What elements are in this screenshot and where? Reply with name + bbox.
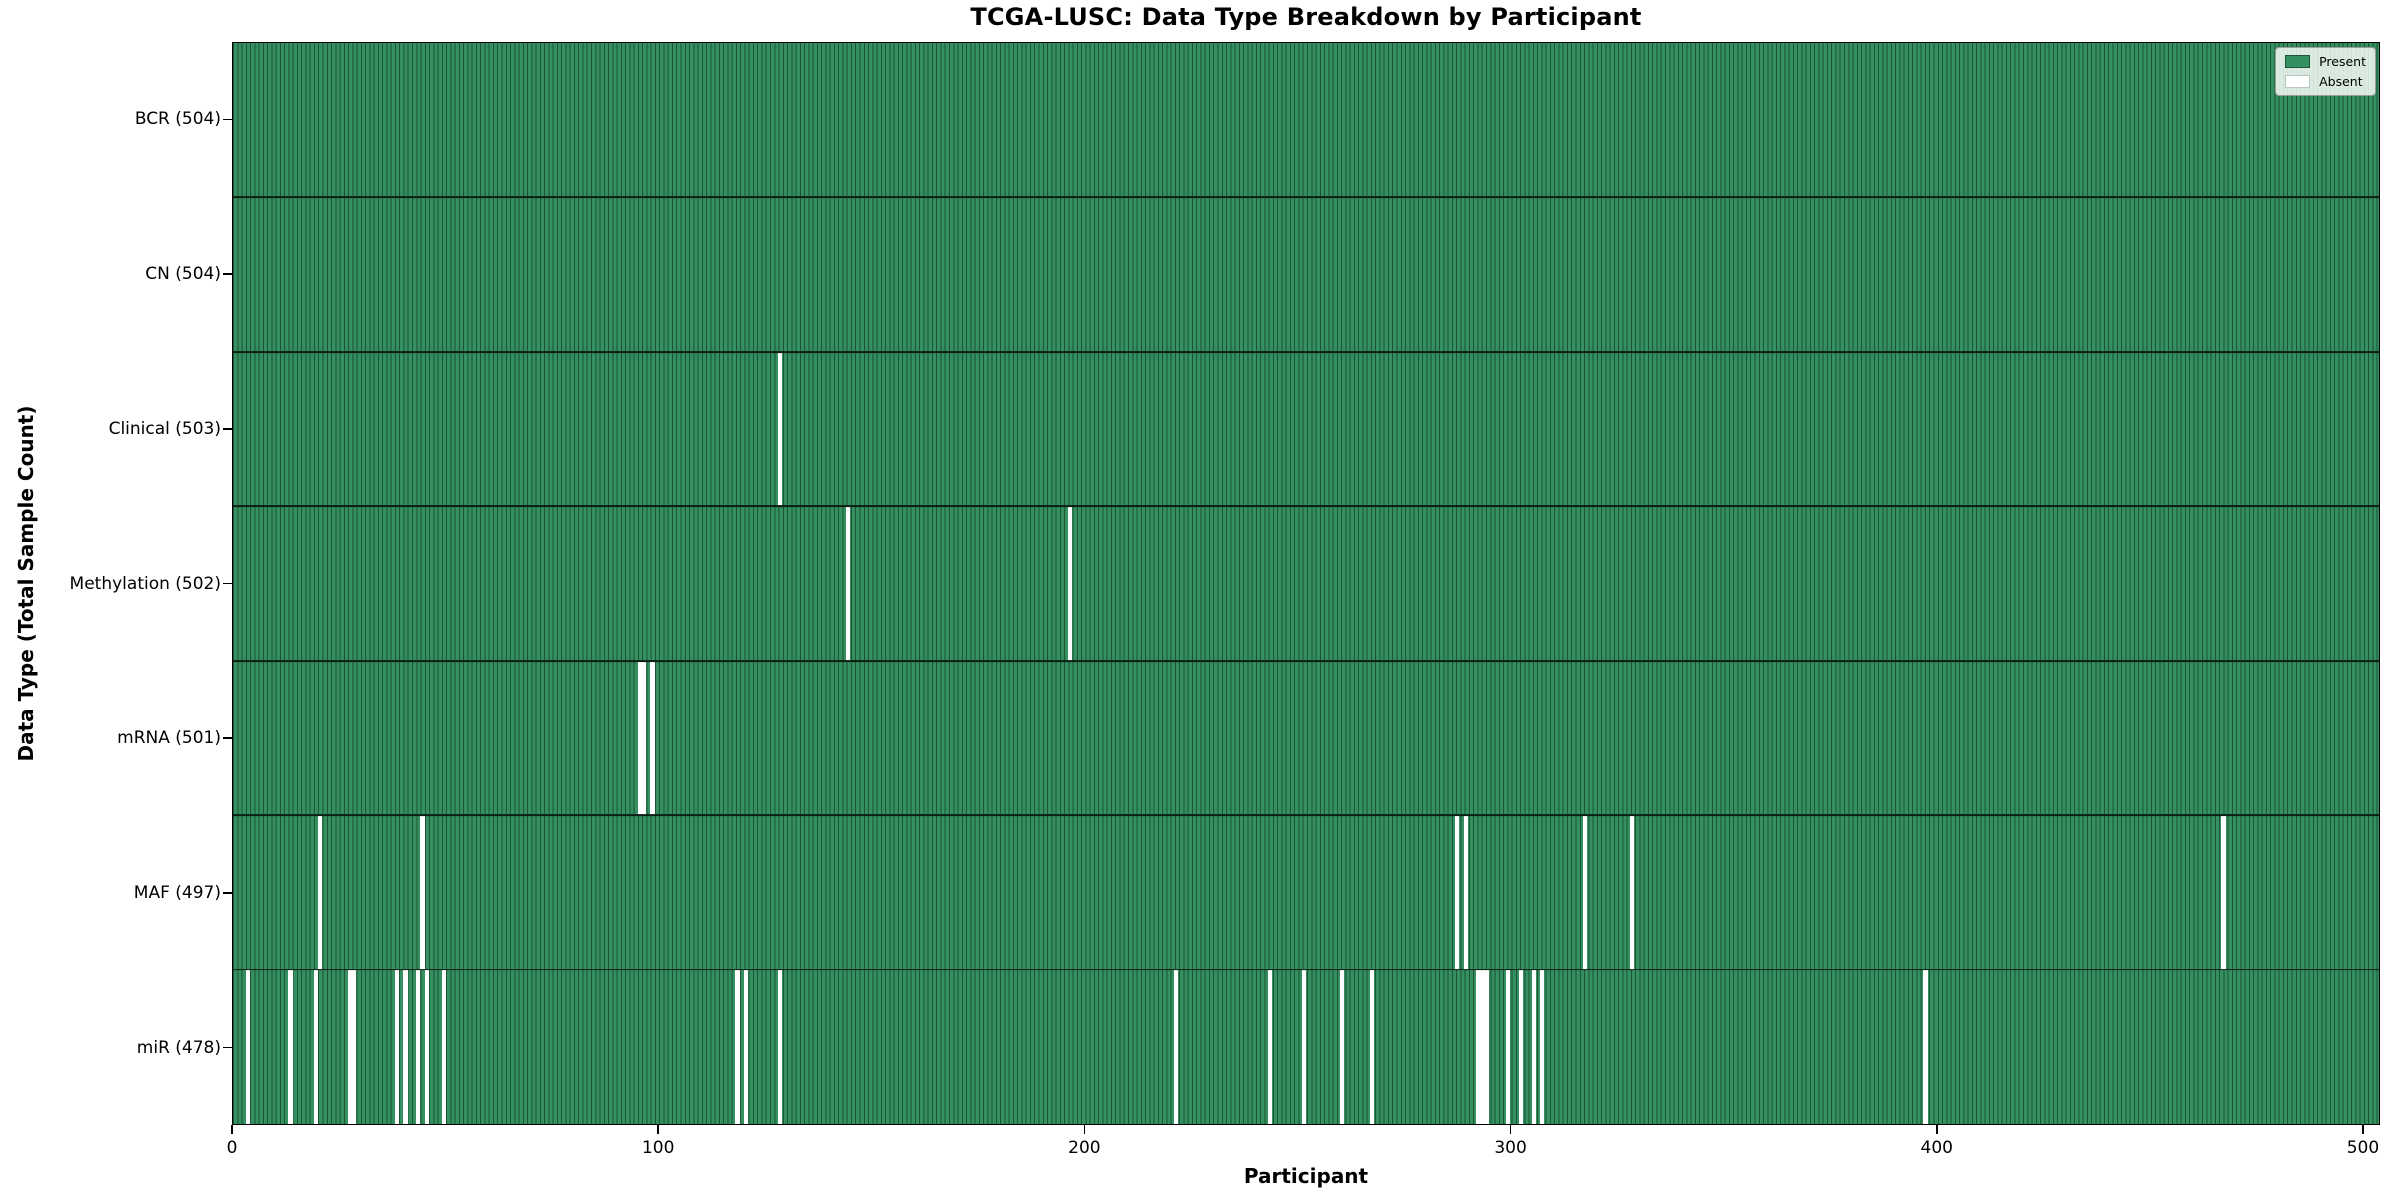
plot-area	[232, 42, 2380, 1125]
xtick-label-100: 100	[641, 1138, 675, 1158]
x-axis-label: Participant	[1243, 1164, 1369, 1188]
absent-gap-miR-19	[313, 969, 319, 1124]
absent-gap-miR-243	[1267, 969, 1272, 1124]
absent-gap-mRNA-95	[637, 660, 642, 816]
absent-gap-miR-294	[1484, 969, 1490, 1124]
absent-gap-miR-307	[1540, 969, 1545, 1124]
xtick-mark-100	[657, 1125, 659, 1134]
absent-gap-miR-128	[778, 969, 783, 1124]
legend-item-present: Present	[2285, 54, 2366, 69]
row-separator	[233, 659, 2379, 662]
absent-gap-miR-221	[1174, 969, 1179, 1124]
xtick-label-200: 200	[1068, 1138, 1101, 1158]
row-separator	[233, 505, 2379, 508]
ytick-mark-CN	[223, 273, 232, 275]
absent-swatch-icon	[2285, 75, 2311, 88]
absent-gap-MAF-317	[1582, 815, 1588, 970]
ytick-label-miR: miR (478)	[136, 1037, 221, 1058]
absent-gap-MAF-467	[2221, 815, 2226, 970]
absent-gap-miR-3	[245, 969, 251, 1124]
xtick-mark-300	[1509, 1125, 1512, 1134]
xtick-label-400: 400	[1920, 1138, 1953, 1158]
absent-gap-mRNA-98	[650, 660, 655, 816]
absent-gap-miR-299	[1506, 969, 1511, 1124]
xtick-label-500: 500	[2346, 1138, 2380, 1158]
absent-gap-MAF-328	[1629, 815, 1634, 970]
absent-gap-miR-27	[347, 969, 353, 1124]
xtick-mark-0	[231, 1125, 233, 1134]
legend: Present Absent	[2275, 47, 2376, 96]
ytick-mark-Methylation	[223, 582, 232, 585]
absent-gap-miR-120	[743, 969, 749, 1124]
absent-gap-MAF-289	[1463, 815, 1468, 970]
ytick-mark-miR	[223, 1046, 232, 1049]
absent-gap-miR-118	[735, 969, 740, 1124]
xtick-mark-500	[2362, 1125, 2364, 1134]
ytick-label-MAF: MAF (497)	[133, 882, 221, 903]
absent-gap-Clinical-128	[778, 351, 783, 507]
ytick-mark-mRNA	[223, 737, 232, 739]
ytick-mark-MAF	[223, 892, 232, 894]
ytick-mark-BCR	[223, 118, 232, 121]
row-band-mRNA	[233, 660, 2379, 816]
absent-gap-miR-292	[1476, 969, 1481, 1124]
absent-gap-miR-267	[1369, 969, 1375, 1124]
absent-gap-miR-13	[288, 969, 293, 1124]
legend-item-absent: Absent	[2285, 74, 2366, 89]
absent-gap-miR-28	[352, 969, 357, 1124]
ytick-mark-Clinical	[223, 427, 232, 430]
absent-gap-miR-40	[403, 969, 408, 1124]
absent-gap-miR-305	[1531, 969, 1536, 1124]
row-band-miR	[233, 969, 2379, 1124]
row-separator	[233, 814, 2379, 817]
absent-gap-MAF-20	[318, 815, 323, 970]
ytick-label-mRNA: mRNA (501)	[117, 728, 221, 749]
absent-gap-MAF-44	[420, 815, 425, 970]
xtick-mark-200	[1083, 1125, 1086, 1134]
ytick-label-CN: CN (504)	[145, 264, 221, 285]
absent-gap-miR-251	[1301, 969, 1306, 1124]
row-band-MAF	[233, 815, 2379, 970]
ytick-label-BCR: BCR (504)	[134, 109, 221, 130]
row-band-CN	[233, 197, 2379, 352]
absent-gap-miR-38	[394, 969, 400, 1124]
absent-gap-miR-397	[1923, 969, 1928, 1124]
absent-gap-Methylation-144	[846, 506, 851, 661]
present-swatch-icon	[2285, 55, 2311, 68]
row-band-BCR	[233, 43, 2379, 198]
xtick-label-300: 300	[1494, 1138, 1527, 1158]
absent-gap-MAF-287	[1455, 815, 1460, 970]
absent-gap-mRNA-96	[641, 660, 646, 816]
row-band-Clinical	[233, 351, 2379, 507]
row-separator	[233, 968, 2379, 971]
absent-gap-miR-293	[1480, 969, 1485, 1124]
absent-gap-miR-260	[1340, 969, 1345, 1124]
absent-gap-miR-43	[416, 969, 421, 1124]
xtick-label-0: 0	[226, 1138, 238, 1158]
absent-gap-Methylation-196	[1067, 506, 1072, 661]
chart-title: TCGA-LUSC: Data Type Breakdown by Partic…	[970, 3, 1642, 31]
row-band-Methylation	[233, 506, 2379, 661]
ytick-label-Methylation: Methylation (502)	[69, 573, 221, 594]
absent-gap-miR-49	[441, 969, 446, 1124]
legend-absent-label: Absent	[2319, 74, 2363, 89]
ytick-label-Clinical: Clinical (503)	[108, 418, 221, 439]
legend-present-label: Present	[2319, 54, 2366, 69]
xtick-mark-400	[1935, 1125, 1938, 1134]
absent-gap-miR-45	[424, 969, 429, 1124]
absent-gap-miR-302	[1518, 969, 1524, 1124]
row-separator	[233, 350, 2379, 353]
row-separator	[233, 196, 2379, 199]
